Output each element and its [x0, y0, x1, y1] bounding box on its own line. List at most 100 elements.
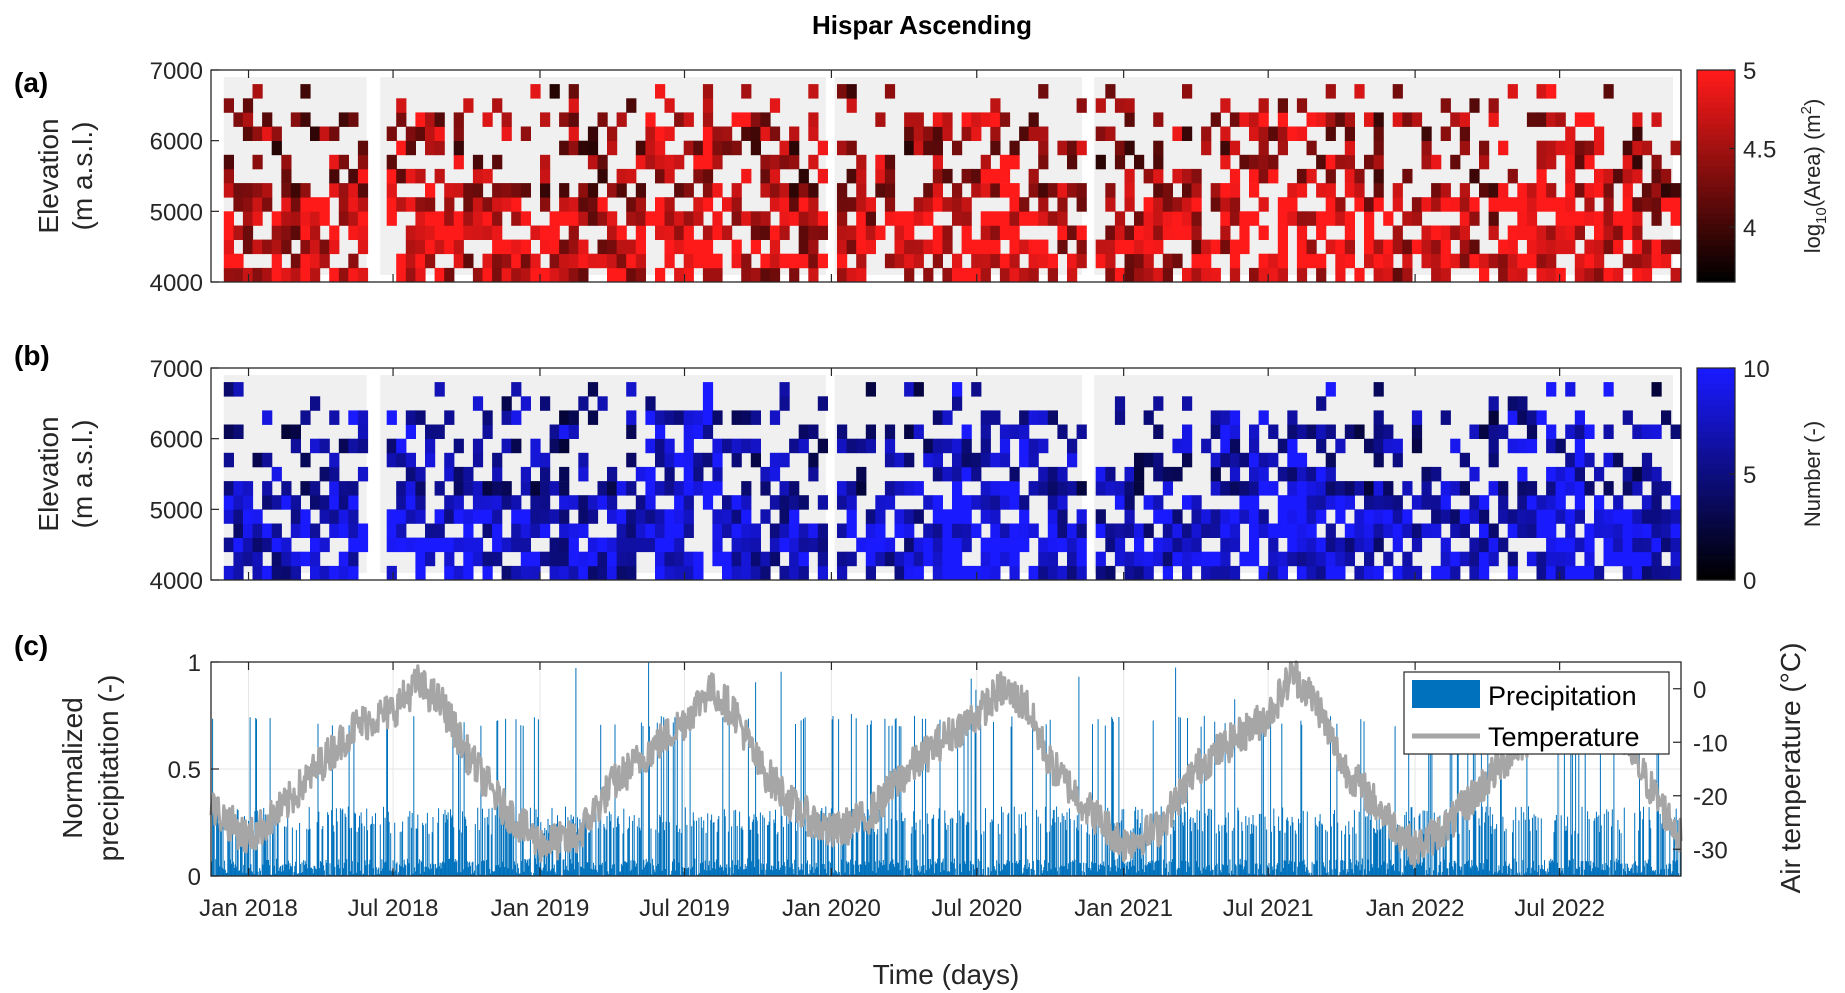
heatmap-cell — [1459, 239, 1470, 255]
cbar-a-label-rest: (Area) (m — [1800, 114, 1825, 207]
heatmap-cell — [1661, 168, 1672, 184]
heatmap-cell — [980, 565, 991, 581]
heatmap-cell — [779, 225, 790, 240]
heatmap-cell — [1507, 438, 1518, 454]
heatmap-cell — [1574, 495, 1585, 510]
heatmap-cell — [635, 537, 646, 553]
heatmap-cell — [789, 211, 800, 226]
heatmap-cell — [722, 126, 733, 141]
heatmap-cell — [856, 168, 867, 184]
heatmap-cell — [300, 481, 311, 496]
heatmap-cell — [511, 523, 522, 538]
panel-b-ylabel-line2: (m a.s.l.) — [67, 420, 98, 529]
heatmap-cell — [348, 523, 359, 538]
heatmap-cell — [425, 126, 436, 141]
heatmap-cell — [1517, 197, 1528, 212]
heatmap-cell — [1507, 197, 1518, 212]
colorbar-a-tick-label: 5 — [1743, 58, 1756, 85]
heatmap-cell — [434, 267, 445, 283]
heatmap-cell — [1028, 211, 1039, 226]
heatmap-cell — [1325, 424, 1336, 439]
heatmap-cell — [702, 239, 714, 255]
heatmap-cell — [999, 551, 1011, 567]
heatmap-cell — [1076, 565, 1087, 581]
heatmap-cell — [1622, 523, 1633, 538]
heatmap-cell — [913, 424, 924, 439]
heatmap-cell — [1603, 523, 1614, 538]
heatmap-cell — [856, 481, 867, 496]
heatmap-cell — [482, 267, 493, 283]
heatmap-cell — [1364, 154, 1375, 170]
colorbar-a-band — [1697, 223, 1735, 230]
heatmap-cell — [1603, 509, 1614, 524]
heatmap-cell — [1277, 509, 1288, 524]
heatmap-cell — [597, 154, 608, 170]
heatmap-cell — [1258, 253, 1269, 269]
heatmap-cell — [405, 481, 416, 496]
heatmap-cell — [952, 523, 963, 538]
heatmap-cell — [1632, 225, 1643, 240]
heatmap-cell — [1153, 183, 1164, 198]
heatmap-cell — [472, 183, 484, 198]
heatmap-cell — [357, 466, 369, 482]
heatmap-cell — [722, 551, 733, 567]
heatmap-cell — [281, 211, 292, 226]
heatmap-cell — [1038, 239, 1049, 255]
heatmap-cell — [894, 565, 905, 581]
colorbar-a-band — [1697, 80, 1735, 87]
heatmap-cell — [789, 267, 800, 283]
heatmap-cell — [501, 126, 512, 141]
heatmap-cell — [1565, 126, 1576, 141]
heatmap-cell — [1201, 438, 1212, 454]
heatmap-cell — [1057, 183, 1068, 198]
heatmap-cell — [655, 410, 666, 425]
heatmap-cell — [655, 126, 666, 141]
heatmap-cell — [1038, 183, 1049, 198]
heatmap-cell — [904, 537, 915, 553]
heatmap-cell — [1038, 466, 1049, 482]
heatmap-cell — [1459, 452, 1470, 468]
heatmap-cell — [999, 112, 1011, 127]
panel-c-y2label: Air temperature (°C) — [1775, 643, 1806, 894]
heatmap-cell — [1296, 495, 1308, 510]
heatmap-cell — [1239, 509, 1250, 524]
heatmap-cell — [348, 410, 359, 425]
heatmap-cell — [1258, 481, 1269, 496]
heatmap-cell — [1565, 424, 1576, 439]
heatmap-cell — [1287, 452, 1298, 468]
heatmap-cell — [1651, 523, 1662, 538]
heatmap-cell — [434, 537, 445, 553]
heatmap-cell — [1622, 225, 1633, 240]
heatmap-cell — [1344, 183, 1355, 198]
heatmap-cell — [1431, 154, 1442, 170]
heatmap-cell — [1277, 112, 1288, 127]
heatmap-cell — [501, 481, 512, 496]
heatmap-cell — [1565, 239, 1576, 255]
heatmap-cell — [559, 481, 570, 496]
heatmap-cell — [702, 481, 714, 496]
heatmap-cell — [262, 452, 273, 468]
heatmap-cell — [271, 140, 282, 156]
heatmap-cell — [712, 267, 723, 283]
heatmap-cell — [1517, 509, 1528, 524]
heatmap-cell — [961, 126, 972, 141]
heatmap-cell — [693, 410, 704, 425]
heatmap-cell — [1603, 84, 1614, 99]
heatmap-cell — [396, 438, 407, 454]
heatmap-cell — [587, 537, 599, 553]
heatmap-cell — [1038, 537, 1049, 553]
heatmap-cell — [1335, 239, 1346, 255]
heatmap-cell — [1526, 239, 1538, 255]
heatmap-cell — [530, 481, 541, 496]
heatmap-cell — [923, 211, 934, 226]
heatmap-cell — [1095, 551, 1106, 567]
heatmap-cell — [760, 509, 771, 524]
heatmap-cell — [252, 211, 263, 226]
heatmap-cell — [942, 225, 953, 240]
heatmap-cell — [453, 253, 464, 269]
heatmap-cell — [865, 551, 876, 567]
heatmap-cell — [329, 154, 340, 170]
heatmap-cell — [1402, 509, 1413, 524]
heatmap-cell — [674, 495, 685, 510]
heatmap-cell — [1651, 382, 1662, 397]
